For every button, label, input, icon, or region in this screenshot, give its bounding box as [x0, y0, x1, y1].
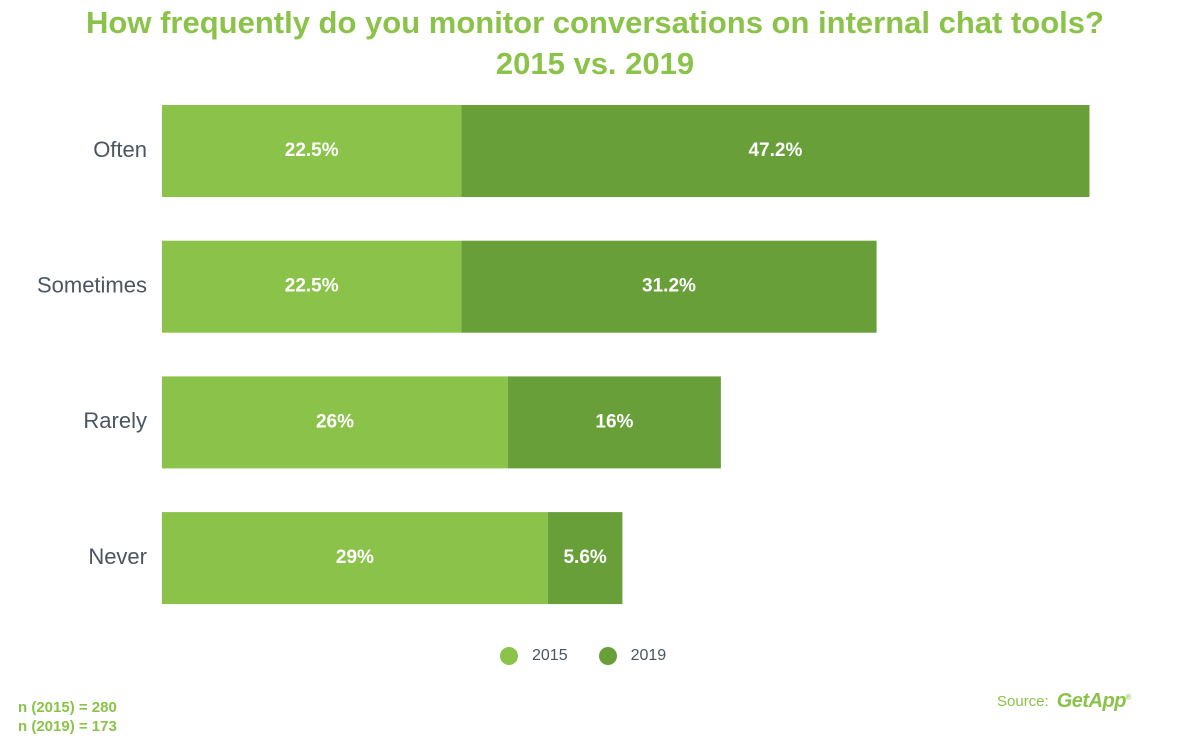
legend-label-2019: 2019	[630, 647, 667, 664]
sample-size-2015: n (2015) = 280	[18, 699, 117, 716]
getapp-logo: GetApp®	[1057, 690, 1131, 713]
source-label: Source:	[997, 692, 1049, 710]
data-label-never-2015: 29%	[336, 547, 374, 568]
legend-label-2015: 2015	[532, 647, 568, 664]
sample-size-notes: n (2015) = 280 n (2019) = 173	[18, 698, 117, 736]
data-label-never-2019: 5.6%	[563, 547, 606, 568]
bar-rarely-2019	[507, 376, 721, 469]
legend-swatch-2015	[500, 647, 518, 665]
chart-title-line-2: 2015 vs. 2019	[495, 46, 695, 81]
data-label-rarely-2019: 16%	[595, 411, 633, 432]
legend-item-2019: 2019	[598, 647, 667, 665]
bar-often-2015	[162, 105, 462, 197]
category-label-sometimes: Sometimes	[37, 273, 147, 298]
data-label-sometimes-2015: 22.5%	[285, 276, 339, 297]
legend-swatch-2019	[598, 647, 617, 665]
bar-rarely-2015	[162, 376, 508, 469]
category-label-often: Often	[93, 137, 147, 162]
bar-never-2019	[547, 512, 623, 605]
sample-size-2019: n (2019) = 173	[18, 718, 117, 735]
data-label-often-2015: 22.5%	[285, 140, 339, 161]
getapp-logo-text: GetApp	[1056, 689, 1127, 712]
data-label-sometimes-2019: 31.2%	[642, 276, 696, 297]
data-label-rarely-2015: 26%	[316, 411, 354, 432]
category-label-rarely: Rarely	[83, 408, 147, 433]
legend: 2015 2019	[500, 646, 697, 666]
bar-never-2015	[162, 512, 548, 605]
legend-item-2015: 2015	[500, 647, 568, 665]
registered-mark: ®	[1125, 693, 1131, 701]
bar-often-2019	[461, 105, 1090, 197]
source-credit: Source: GetApp®	[997, 690, 1131, 712]
bar-chart: Often 22.5% 47.2% Sometimes 22.5% 31.2% Rarely…	[37, 105, 1090, 605]
bar-sometimes-2019	[461, 240, 877, 333]
chart-title: How frequently do you monitor conversati…	[0, 2, 1190, 84]
chart-title-line-1: How frequently do you monitor conversati…	[86, 5, 1104, 40]
bar-sometimes-2015	[162, 240, 462, 333]
category-label-never: Never	[88, 544, 147, 569]
data-label-often-2019: 47.2%	[748, 140, 802, 161]
